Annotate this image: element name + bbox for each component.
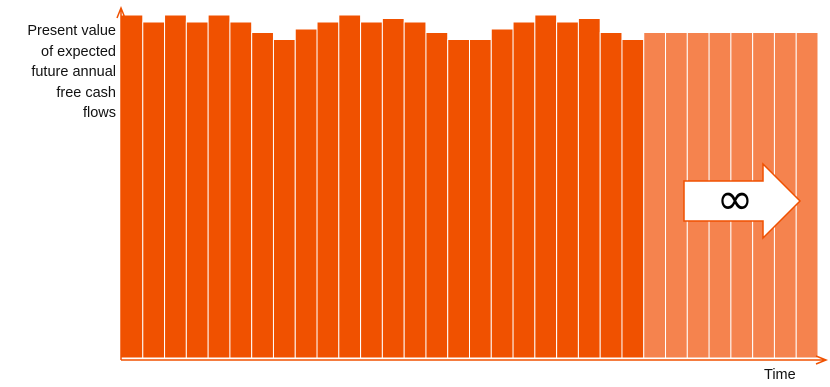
forecast-bar: [185, 21, 209, 359]
forecast-bar: [381, 18, 405, 359]
forecast-bar: [294, 28, 318, 359]
forecast-bar: [142, 21, 166, 359]
y-axis-label-line: future annual: [31, 64, 116, 80]
forecast-bar: [621, 39, 645, 359]
y-axis-arrowhead: [116, 5, 126, 19]
terminal-bar: [643, 32, 667, 359]
y-axis-label-line: of expected: [41, 43, 116, 60]
forecast-bar: [577, 18, 601, 359]
y-axis-label-line: Present value: [27, 23, 116, 39]
forecast-bar: [469, 39, 492, 359]
forecast-bar: [512, 21, 536, 359]
forecast-bar: [490, 28, 514, 359]
terminal-bar: [795, 32, 819, 359]
y-axis-label-line: free cash: [56, 84, 116, 101]
infinity-annotation: ∞: [717, 174, 754, 225]
forecast-bar: [599, 32, 623, 359]
forecast-bar: [534, 14, 558, 359]
x-axis-arrowhead: [815, 355, 829, 365]
forecast-bar: [338, 14, 362, 359]
forecast-bar: [425, 32, 449, 359]
forecast-bar: [360, 21, 383, 359]
y-axis-label: Present value of expected future annual …: [4, 21, 116, 124]
forecast-bar: [316, 21, 340, 359]
forecast-bar: [229, 21, 253, 359]
forecast-bar: [403, 21, 427, 359]
forecast-bar: [447, 39, 471, 359]
forecast-bar: [164, 14, 187, 359]
forecast-bar: [556, 21, 579, 359]
y-axis-label-line: flows: [82, 105, 116, 121]
forecast-bar: [251, 32, 274, 359]
x-axis-label: Time: [764, 367, 796, 383]
forecast-bar: [272, 39, 296, 359]
infinity-arrow: [683, 162, 802, 240]
forecast-bar: [120, 14, 144, 359]
forecast-bar: [207, 14, 231, 359]
